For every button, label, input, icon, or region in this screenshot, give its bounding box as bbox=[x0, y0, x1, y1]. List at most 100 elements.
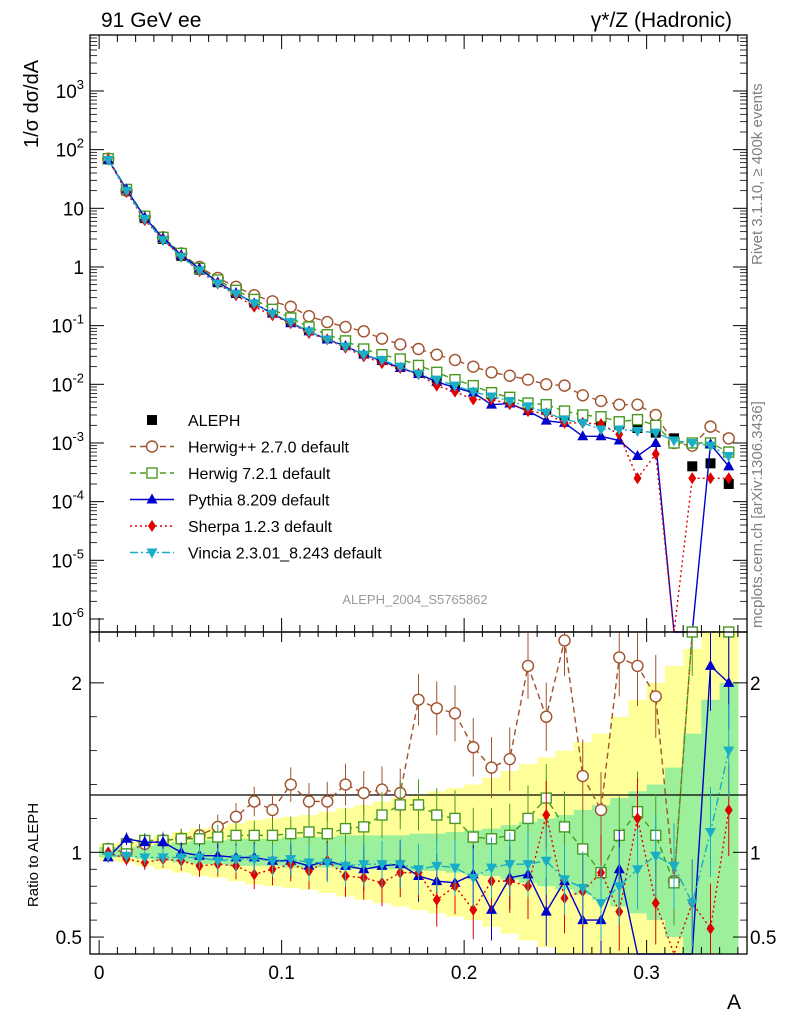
ratio-point bbox=[503, 752, 516, 766]
ratio-point bbox=[723, 746, 735, 757]
ratio-point bbox=[469, 903, 478, 916]
ratio-y-tick-label-right: 2 bbox=[750, 674, 761, 695]
ratio-point bbox=[157, 853, 169, 864]
data-point bbox=[449, 381, 461, 392]
data-point bbox=[121, 186, 132, 197]
ratio-point bbox=[157, 836, 169, 847]
ratio-point bbox=[339, 778, 352, 791]
ratio-y-tick-label-right: 0.5 bbox=[750, 928, 776, 949]
ratio-point bbox=[449, 812, 461, 825]
header-right: γ*/Z (Hadronic) bbox=[591, 9, 732, 32]
data-point bbox=[558, 405, 571, 417]
data-point bbox=[448, 353, 462, 367]
main-series-5 bbox=[102, 155, 735, 462]
data-point bbox=[559, 415, 570, 426]
ratio-point bbox=[394, 799, 406, 811]
ratio-point bbox=[248, 855, 260, 866]
legend-label: Herwig++ 2.7.0 default bbox=[188, 440, 350, 457]
data-point bbox=[175, 252, 187, 263]
ratio-point bbox=[266, 829, 279, 842]
data-point bbox=[613, 416, 625, 428]
data-point bbox=[376, 355, 388, 366]
data-point bbox=[212, 279, 224, 290]
ratio-point bbox=[285, 827, 297, 840]
data-point bbox=[649, 408, 662, 422]
ratio-point bbox=[542, 809, 551, 822]
data-point bbox=[194, 266, 205, 277]
ratio-point bbox=[212, 831, 224, 843]
data-point bbox=[540, 408, 552, 419]
ratio-point bbox=[357, 786, 370, 800]
ratio-point bbox=[558, 821, 571, 833]
ratio-point bbox=[412, 799, 425, 811]
ratio-point bbox=[121, 832, 132, 843]
ratio-line bbox=[108, 631, 729, 884]
ratio-point bbox=[723, 676, 735, 687]
data-point bbox=[521, 373, 535, 386]
data-point bbox=[230, 289, 242, 300]
data-point bbox=[485, 366, 498, 379]
ratio-point bbox=[250, 868, 259, 881]
ratio-point bbox=[302, 795, 316, 808]
data-point bbox=[632, 449, 643, 460]
data-point bbox=[413, 369, 424, 380]
ratio-point bbox=[193, 833, 206, 845]
ratio-point bbox=[194, 853, 205, 864]
rivet-label: Rivet 3.1.10, ≥ 400k events bbox=[749, 83, 766, 265]
ratio-point bbox=[229, 810, 243, 823]
ratio-point bbox=[267, 856, 278, 867]
ratio-point bbox=[595, 899, 607, 910]
legend-item: Herwig++ 2.7.0 default bbox=[130, 440, 350, 457]
y-tick-label: 10-5 bbox=[51, 546, 84, 572]
ratio-point bbox=[633, 812, 642, 825]
data-point bbox=[724, 472, 733, 485]
data-point bbox=[284, 300, 297, 313]
legend-item: ALEPH bbox=[147, 413, 240, 430]
data-point bbox=[540, 378, 553, 391]
data-point bbox=[267, 309, 278, 320]
ratio-point bbox=[651, 897, 660, 910]
ratio-y-tick-label: 1 bbox=[71, 843, 82, 864]
data-point bbox=[303, 327, 315, 338]
data-point bbox=[688, 472, 697, 485]
ratio-point bbox=[594, 803, 608, 817]
y-tick-label: 103 bbox=[56, 77, 84, 103]
data-point bbox=[285, 318, 297, 329]
x-tick-label: 0.1 bbox=[268, 963, 294, 984]
legend-item: Vincia 2.3.01_8.243 default bbox=[130, 546, 382, 563]
main-panel: 10-6 10-5 10-4 10-3 10-2 10-1 1 10 102 103 ALEPH H… bbox=[51, 34, 748, 633]
y-tick-label: 10-3 bbox=[51, 429, 84, 455]
ratio-point bbox=[558, 634, 571, 647]
data-point bbox=[503, 369, 516, 382]
ratio-point bbox=[412, 693, 425, 706]
ratio-point bbox=[248, 829, 260, 842]
legend-label: ALEPH bbox=[188, 413, 240, 430]
ratio-point bbox=[376, 809, 388, 821]
x-tick-label: 0 bbox=[94, 963, 105, 984]
data-point bbox=[522, 402, 534, 413]
ratio-point bbox=[686, 899, 698, 910]
ratio-point bbox=[284, 778, 297, 791]
data-point bbox=[248, 299, 260, 310]
ratio-point bbox=[705, 827, 716, 838]
legend-marker bbox=[146, 467, 158, 479]
ratio-point bbox=[248, 795, 261, 808]
data-point bbox=[339, 320, 352, 334]
mcplots-label: mcplots.cern.ch [arXiv:1306.3436] bbox=[749, 401, 766, 628]
data-point bbox=[467, 360, 480, 373]
y-tick-label: 10-1 bbox=[51, 312, 84, 338]
header-left: 91 GeV ee bbox=[101, 9, 201, 32]
y-tick-label: 10-4 bbox=[51, 488, 84, 514]
data-point bbox=[632, 427, 643, 438]
data-point bbox=[102, 155, 114, 166]
ratio-panel: 0.5 0.5 1 1 2 2 0 0.1 0.2 0.3 bbox=[56, 626, 776, 984]
data-point bbox=[576, 389, 589, 402]
data-point bbox=[686, 438, 698, 449]
analysis-id: ALEPH_2004_S5765862 bbox=[342, 592, 487, 607]
data-point bbox=[430, 348, 443, 361]
data-point bbox=[340, 342, 351, 353]
ratio-point bbox=[724, 803, 733, 816]
ratio-point bbox=[613, 882, 625, 893]
x-tick-label: 0.3 bbox=[633, 963, 659, 984]
